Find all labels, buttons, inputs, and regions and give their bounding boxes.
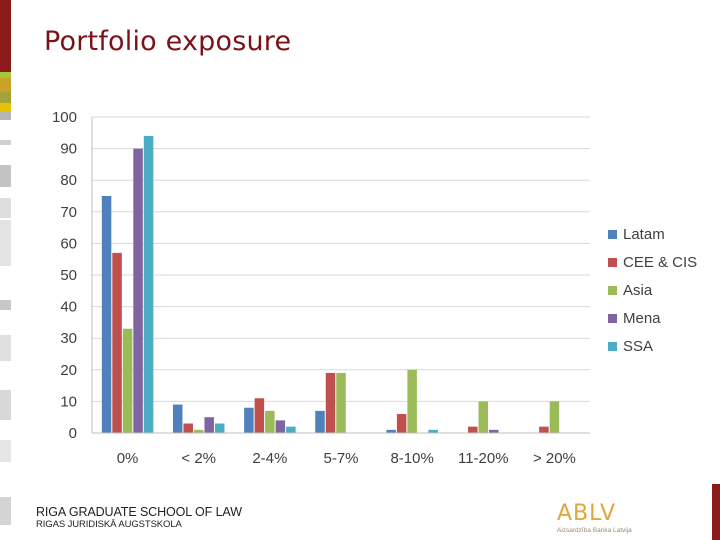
bar-asia-1	[193, 429, 204, 433]
x-tick-label: 5-7%	[323, 450, 358, 467]
chart-legend: Latam CEE & CIS Asia Mena SSA	[608, 226, 697, 355]
legend-swatch	[608, 314, 617, 323]
y-tick-label: 50	[60, 267, 77, 284]
y-axis: 0 10 20 30 40 50 60 70 80 90 100	[52, 109, 93, 442]
legend-swatch	[608, 342, 617, 351]
bar-latam-4	[386, 429, 396, 433]
bar-cee-cis-3	[325, 372, 336, 433]
bar-asia-4	[407, 369, 417, 433]
x-tick-label: 2-4%	[252, 450, 287, 467]
x-tick-label: 0%	[117, 450, 139, 467]
chart-gridlines	[92, 116, 590, 434]
y-tick-label: 30	[60, 330, 77, 347]
legend-label: Mena	[623, 310, 661, 327]
bar-asia-6	[549, 401, 560, 433]
logo-mark: ABLV	[557, 501, 617, 526]
x-axis: 0% < 2% 2-4% 5-7% 8-10% 11-20% > 20%	[92, 432, 590, 467]
y-tick-label: 0	[69, 425, 77, 442]
legend-label: Asia	[623, 282, 653, 299]
bar-cee-cis-1	[183, 423, 193, 433]
x-tick-label: > 20%	[533, 450, 576, 467]
bar-ssa-4	[428, 429, 438, 433]
bar-mena-5	[489, 429, 499, 433]
legend-label: CEE & CIS	[623, 254, 697, 271]
logo-subtext: Aizsardzība Banka Latvija	[557, 527, 632, 534]
bar-chart: 0 10 20 30 40 50 60 70 80 90 100 0% < 2% 2-4% 5-7% 8-1…	[52, 109, 697, 467]
right-accent-mark	[712, 484, 720, 540]
bar-cee-cis-0	[112, 252, 122, 433]
y-tick-label: 40	[60, 299, 77, 316]
bar-cee-cis-2	[254, 398, 265, 433]
legend-label: SSA	[623, 338, 653, 355]
bar-latam-1	[172, 404, 183, 433]
legend-swatch	[608, 230, 617, 239]
chart-bars	[101, 135, 560, 433]
x-tick-label: < 2%	[181, 450, 216, 467]
y-tick-label: 10	[60, 393, 77, 410]
y-tick-label: 60	[60, 235, 77, 252]
footer-school-name-local: RIGAS JURIDISKĀ AUGSTSKOLA	[36, 519, 182, 530]
bar-mena-0	[133, 148, 143, 433]
x-tick-label: 8-10%	[390, 450, 433, 467]
footer-school-name: RIGA GRADUATE SCHOOL OF LAW	[36, 505, 242, 519]
y-tick-label: 70	[60, 204, 77, 221]
x-tick-label: 11-20%	[458, 450, 509, 467]
bar-latam-3	[315, 410, 325, 433]
bar-cee-cis-6	[539, 426, 549, 433]
bar-asia-2	[265, 410, 275, 433]
legend-label: Latam	[623, 226, 665, 243]
bar-mena-2	[275, 420, 286, 433]
bar-latam-2	[244, 407, 254, 433]
bar-cee-cis-5	[468, 426, 478, 433]
school-footer: RIGA GRADUATE SCHOOL OF LAW RIGAS JURIDI…	[36, 505, 242, 531]
bar-ssa-2	[286, 426, 296, 433]
y-tick-label: 20	[60, 362, 77, 379]
legend-swatch	[608, 258, 617, 267]
left-accent-bar	[0, 0, 11, 540]
bar-mena-1	[204, 417, 214, 433]
legend-swatch	[608, 286, 617, 295]
y-tick-label: 80	[60, 172, 77, 189]
bar-cee-cis-4	[396, 414, 407, 433]
slide-title: Portfolio exposure	[44, 26, 292, 57]
bar-asia-0	[122, 328, 133, 433]
y-tick-label: 100	[52, 109, 77, 126]
sponsor-logo: ABLV Aizsardzība Banka Latvija	[557, 501, 632, 535]
bar-latam-0	[101, 196, 112, 433]
bar-ssa-0	[143, 135, 154, 433]
y-tick-label: 90	[60, 141, 77, 158]
bar-ssa-1	[214, 423, 225, 433]
bar-asia-3	[336, 372, 346, 433]
bar-asia-5	[478, 401, 489, 433]
